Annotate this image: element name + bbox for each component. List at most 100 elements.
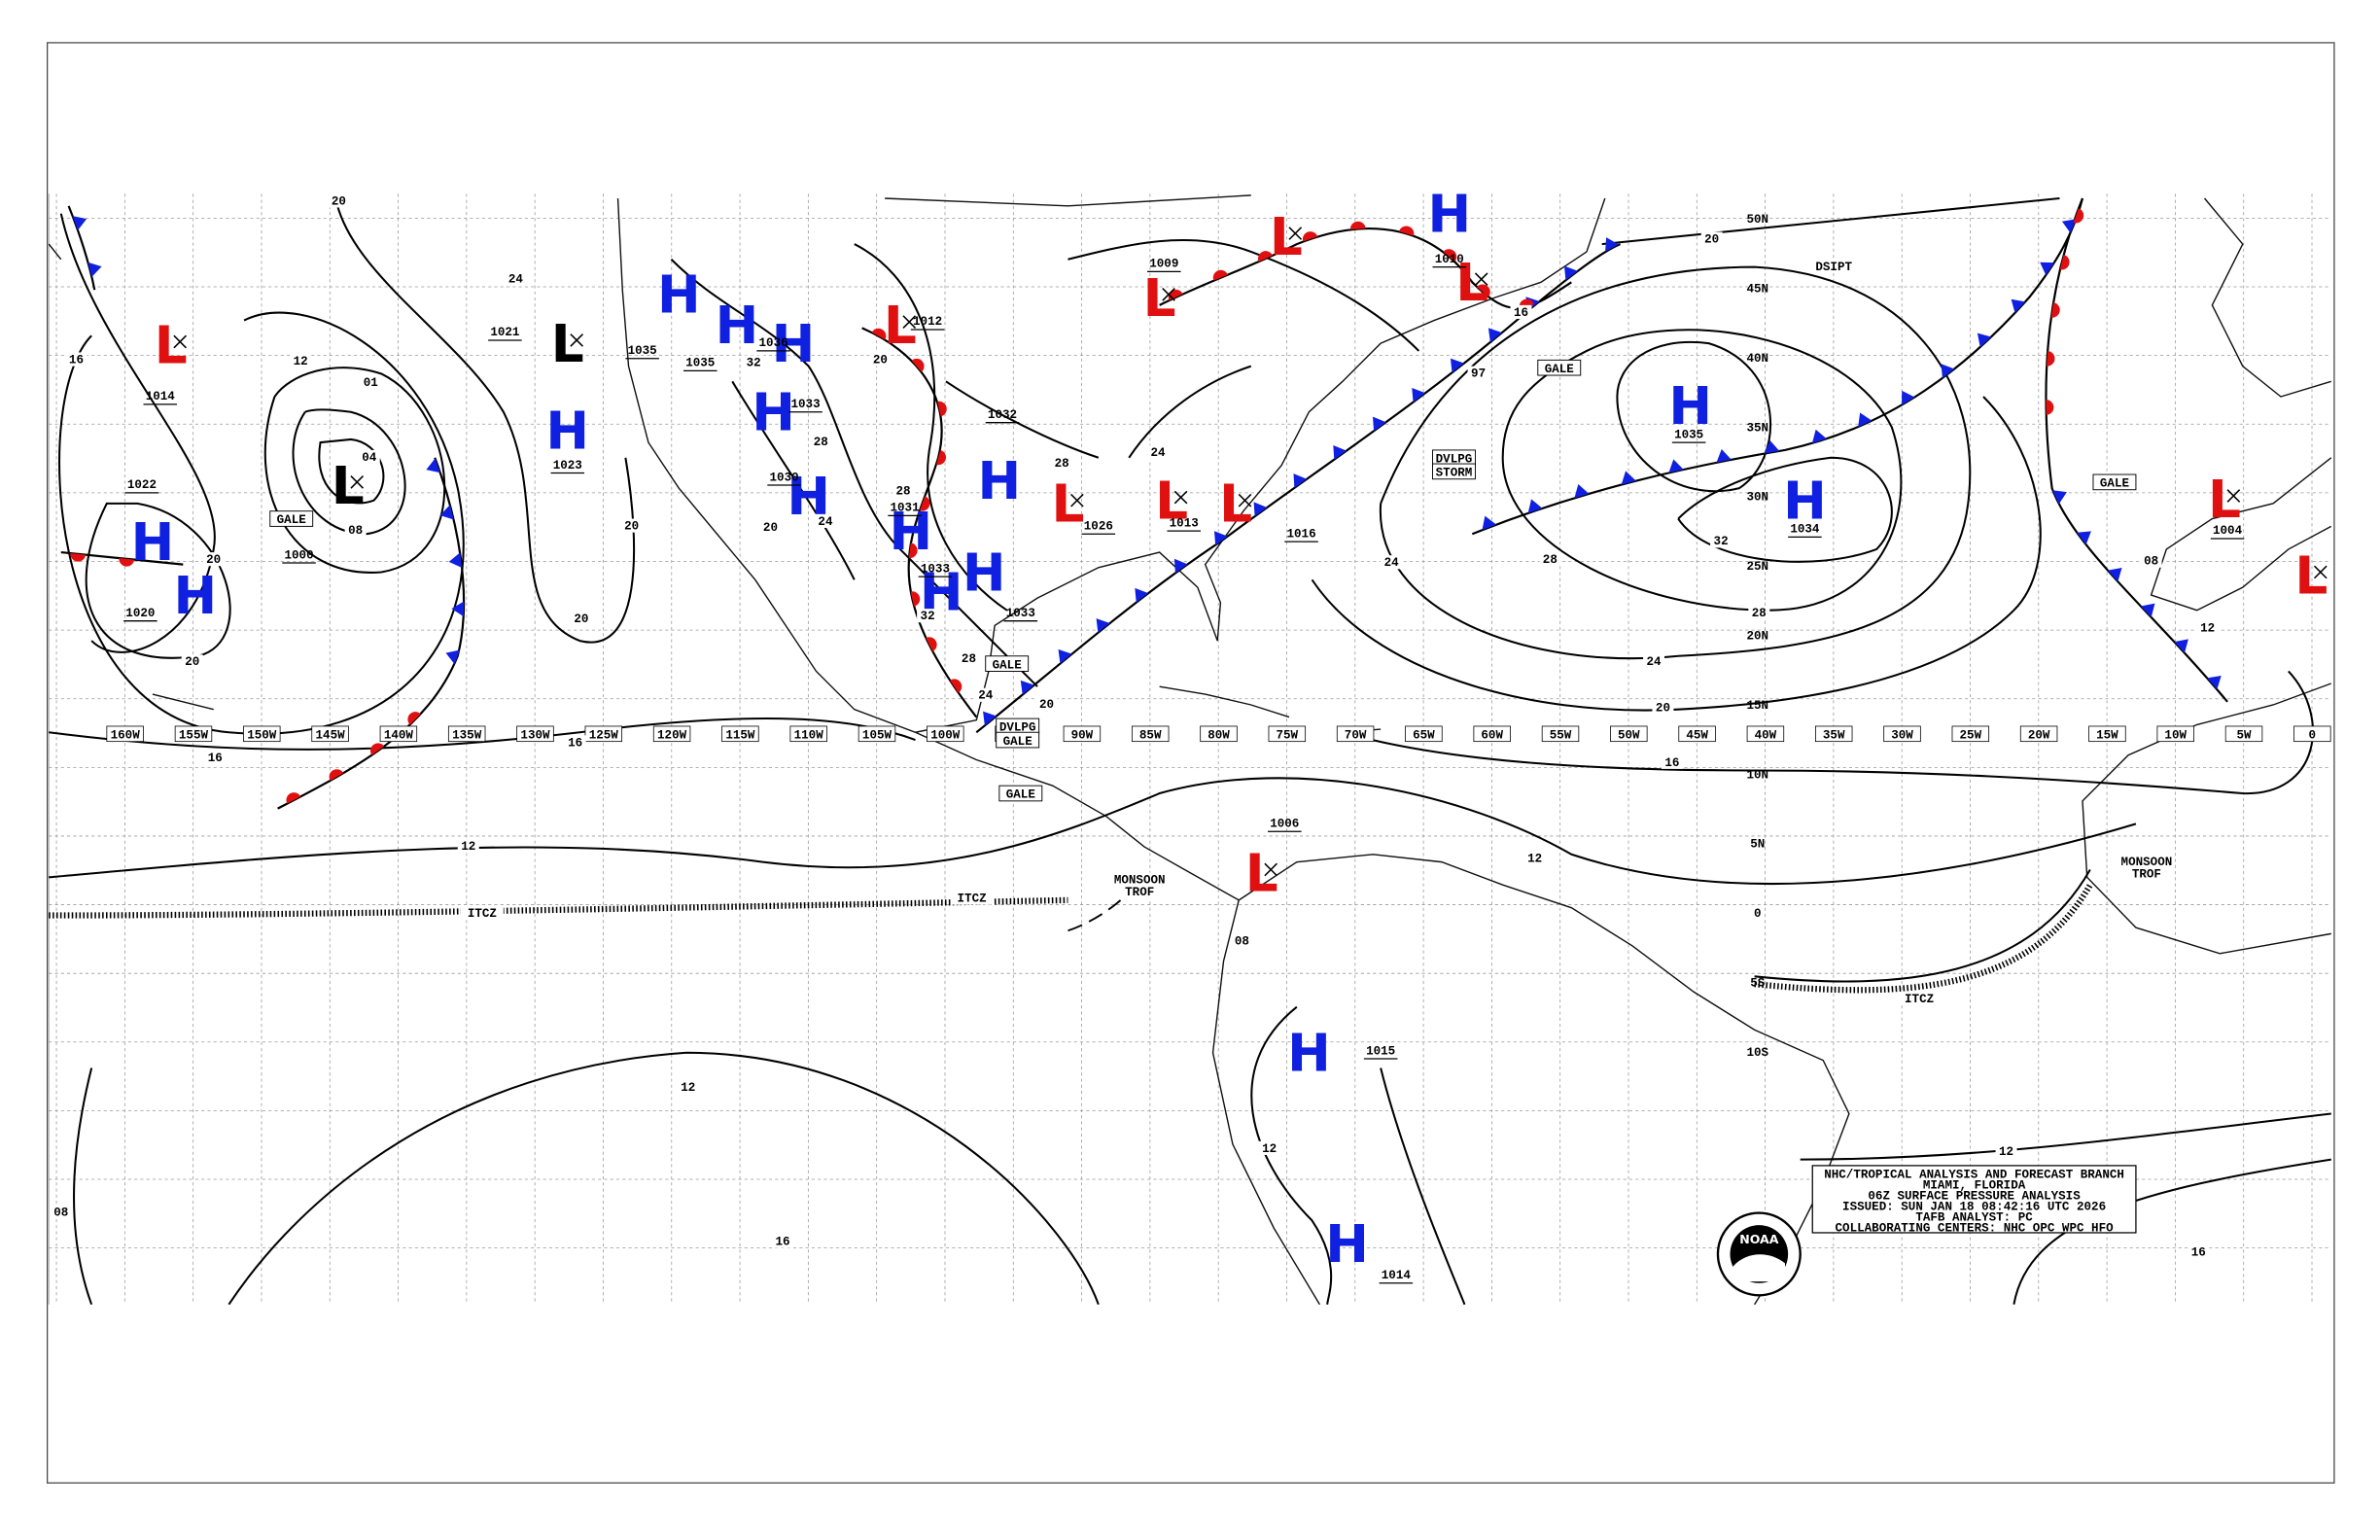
isobar-label: 04 xyxy=(362,451,377,465)
label-bg xyxy=(290,354,312,368)
pressure-symbol: H xyxy=(978,450,1022,511)
isobar-label: 12 xyxy=(1262,1142,1277,1156)
isobar-label: 12 xyxy=(1999,1145,2013,1159)
label-bg xyxy=(1510,304,1532,319)
lat-label: 50N xyxy=(1746,213,1768,227)
cold-front-triangle xyxy=(1096,618,1110,633)
pressure-value: 1014 xyxy=(146,390,176,403)
isobar-label: 24 xyxy=(508,272,524,286)
cold-front-triangle xyxy=(1293,473,1308,488)
lon-label-box xyxy=(1610,725,1648,743)
isobar-label: 28 xyxy=(814,436,828,449)
cold-front-triangle xyxy=(72,216,88,230)
label-bg xyxy=(958,651,980,666)
lon-label-box xyxy=(652,725,691,743)
pressure-value: 1033 xyxy=(921,562,950,576)
info-line: MIAMI, FLORIDA xyxy=(1923,1178,2026,1192)
warm-front-semicircle xyxy=(926,637,937,652)
isobar-label: 32 xyxy=(1714,535,1729,548)
warm-front-semicircle xyxy=(1476,284,1490,298)
cold-front-triangle xyxy=(2011,298,2026,313)
center-cross xyxy=(2313,565,2328,579)
annotation: TROF xyxy=(2132,867,2161,881)
lon-label-box xyxy=(2293,725,2331,743)
cold-front-triangle xyxy=(426,458,440,473)
front-symbols xyxy=(70,208,2222,804)
pressure-symbol: L xyxy=(332,455,365,516)
label-bg xyxy=(1381,555,1403,570)
lon-label-box xyxy=(106,725,144,743)
warm-front-semicircle xyxy=(919,496,930,511)
lon-label: 145W xyxy=(316,729,346,743)
center-cross xyxy=(902,315,917,329)
warm-front-semicircle xyxy=(2050,302,2060,318)
lon-label: 105W xyxy=(862,729,892,743)
lon-label: 5W xyxy=(2236,729,2252,743)
label-bg xyxy=(1812,259,1856,273)
isobar-label: 01 xyxy=(364,376,378,390)
lon-label: 50W xyxy=(1618,729,1640,743)
isobar-label: 28 xyxy=(1752,607,1767,620)
label-bg xyxy=(1118,885,1162,899)
pressure-symbol: H xyxy=(131,511,175,573)
cold-front-triangle xyxy=(1488,328,1502,343)
info-block: NHC/TROPICAL ANALYSIS AND FORECAST BRANC… xyxy=(1716,1165,2137,1297)
annotation-box xyxy=(985,655,1030,672)
lon-label: 20W xyxy=(2028,729,2050,743)
label-bg xyxy=(204,751,227,765)
cold-front-triangle xyxy=(1450,358,1464,373)
cold-front-triangle xyxy=(2174,639,2188,653)
cold-front-triangle xyxy=(1977,332,1992,348)
pressure-symbol: L xyxy=(551,313,584,374)
warm-front-semicircle xyxy=(2046,400,2054,415)
isobar-label: 28 xyxy=(1055,457,1069,471)
label-bg xyxy=(2188,1244,2210,1259)
isobar-label: 20 xyxy=(763,521,778,535)
cold-front-triangle xyxy=(2052,490,2067,505)
isobar-label: 24 xyxy=(818,515,833,529)
lon-label: 150W xyxy=(247,729,277,743)
warm-front-semicircle xyxy=(407,712,421,725)
lon-label: 100W xyxy=(930,729,961,743)
logo-text: NOAA xyxy=(1739,1232,1779,1246)
lon-label: 90W xyxy=(1071,729,1094,743)
lon-label-box xyxy=(311,725,349,743)
isobars xyxy=(49,196,2331,1306)
label-bg xyxy=(950,891,994,905)
lat-label: 35N xyxy=(1746,421,1768,435)
info-box xyxy=(1811,1165,2137,1234)
center-cross xyxy=(1238,493,1252,508)
annotation: GALE xyxy=(277,513,307,527)
label-bg xyxy=(1661,754,1683,769)
pressure-symbol: H xyxy=(752,382,795,443)
warm-front-semicircle xyxy=(2047,350,2055,367)
lon-label-box xyxy=(1883,725,1921,743)
isobar-label: 28 xyxy=(962,652,976,666)
center-cross xyxy=(570,333,584,347)
label-bg xyxy=(1652,700,1674,715)
lon-label-box xyxy=(1268,725,1307,743)
logo-bird xyxy=(1732,1254,1785,1282)
lon-label-box xyxy=(1131,725,1170,743)
lon-label: 40W xyxy=(1755,729,1777,743)
info-line: ISSUED: SUN JAN 18 08:42:16 UTC 2026 xyxy=(1842,1200,2106,1213)
label-bg xyxy=(1748,605,1770,620)
center-cross xyxy=(1288,227,1303,240)
warm-front-semicircle xyxy=(1212,269,1228,281)
label-bg xyxy=(2124,854,2168,868)
isobar-label: 20 xyxy=(1704,233,1719,247)
cold-front-triangle xyxy=(1333,444,1348,460)
isobar-label: 12 xyxy=(2200,622,2215,636)
lat-label: 15N xyxy=(1746,699,1768,713)
pressure-value: 1014 xyxy=(1382,1269,1412,1282)
lon-label-box xyxy=(1814,725,1853,743)
label-bg xyxy=(358,449,380,465)
cold-front-triangle xyxy=(88,262,102,277)
isobar-label: 16 xyxy=(568,736,582,750)
isobar-label: 16 xyxy=(69,353,84,367)
label-bg xyxy=(1147,445,1170,460)
isobar-label: 97 xyxy=(1471,368,1486,381)
cold-front-triangle xyxy=(2207,676,2222,690)
info-line: COLLABORATING CENTERS: NHC OPC WPC HFO xyxy=(1836,1221,2115,1235)
